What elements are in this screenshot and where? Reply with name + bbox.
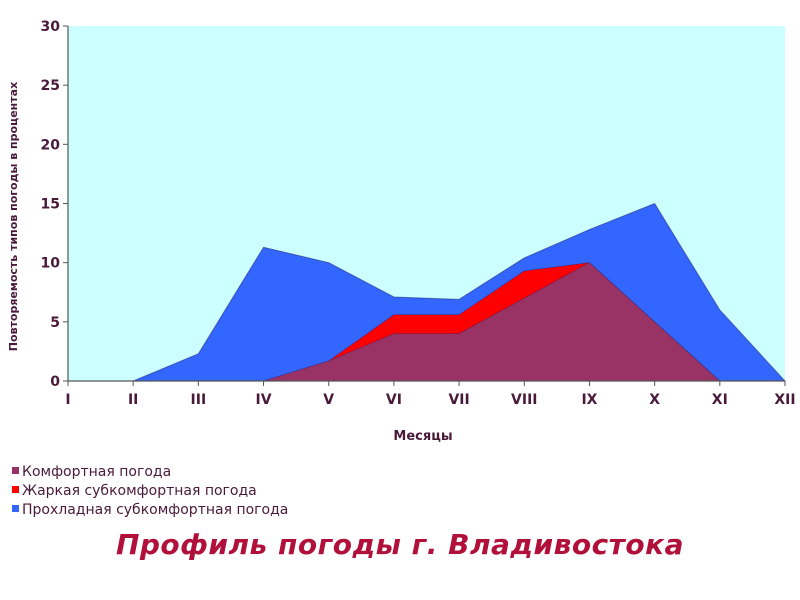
x-axis-title: Месяцы (393, 429, 452, 444)
x-tick-label: I (65, 392, 70, 408)
y-tick-label: 25 (41, 78, 60, 94)
x-tick-label: X (649, 392, 660, 408)
y-tick-label: 5 (50, 315, 60, 331)
series-areas (68, 202, 787, 382)
y-tick-label: 10 (41, 256, 61, 272)
x-tick-label: IV (256, 392, 272, 408)
legend-swatch (12, 467, 19, 474)
x-tick-label: VII (448, 392, 469, 408)
weather-profile-chart: 0 5 10 15 20 25 30 I II III IV V VI VII VIII IX X XI XII … (7, 19, 796, 518)
x-tick-label: XII (774, 392, 795, 408)
y-tick-label: 0 (50, 374, 60, 390)
legend-label: Жаркая субкомфортная погода (22, 483, 257, 499)
y-tick-label: 15 (41, 197, 60, 213)
x-tick-label: XI (712, 392, 728, 408)
x-tick-labels: I II III IV V VI VII VIII IX X XI XII (65, 392, 795, 408)
x-tick-label: II (128, 392, 138, 408)
y-axis-title: Повторяемость типов погоды в процентах (7, 82, 20, 351)
x-tick-label: V (323, 392, 334, 408)
x-tick-label: VI (386, 392, 402, 408)
legend-swatch (12, 505, 19, 512)
axes (63, 25, 786, 386)
y-tick-labels: 0 5 10 15 20 25 30 (41, 19, 61, 390)
legend-label: Комфортная погода (22, 464, 171, 480)
x-tick-label: VIII (511, 392, 537, 408)
y-tick-label: 30 (41, 19, 61, 35)
x-tick-label: IX (581, 392, 597, 408)
legend: Комфортная погода Жаркая субкомфортная по… (12, 464, 288, 518)
y-tick-label: 20 (41, 137, 61, 153)
legend-label: Прохладная субкомфортная погода (22, 502, 288, 518)
page-caption: Профиль погоды г. Владивостока (115, 528, 685, 561)
x-tick-label: III (191, 392, 207, 408)
legend-swatch (12, 486, 19, 493)
